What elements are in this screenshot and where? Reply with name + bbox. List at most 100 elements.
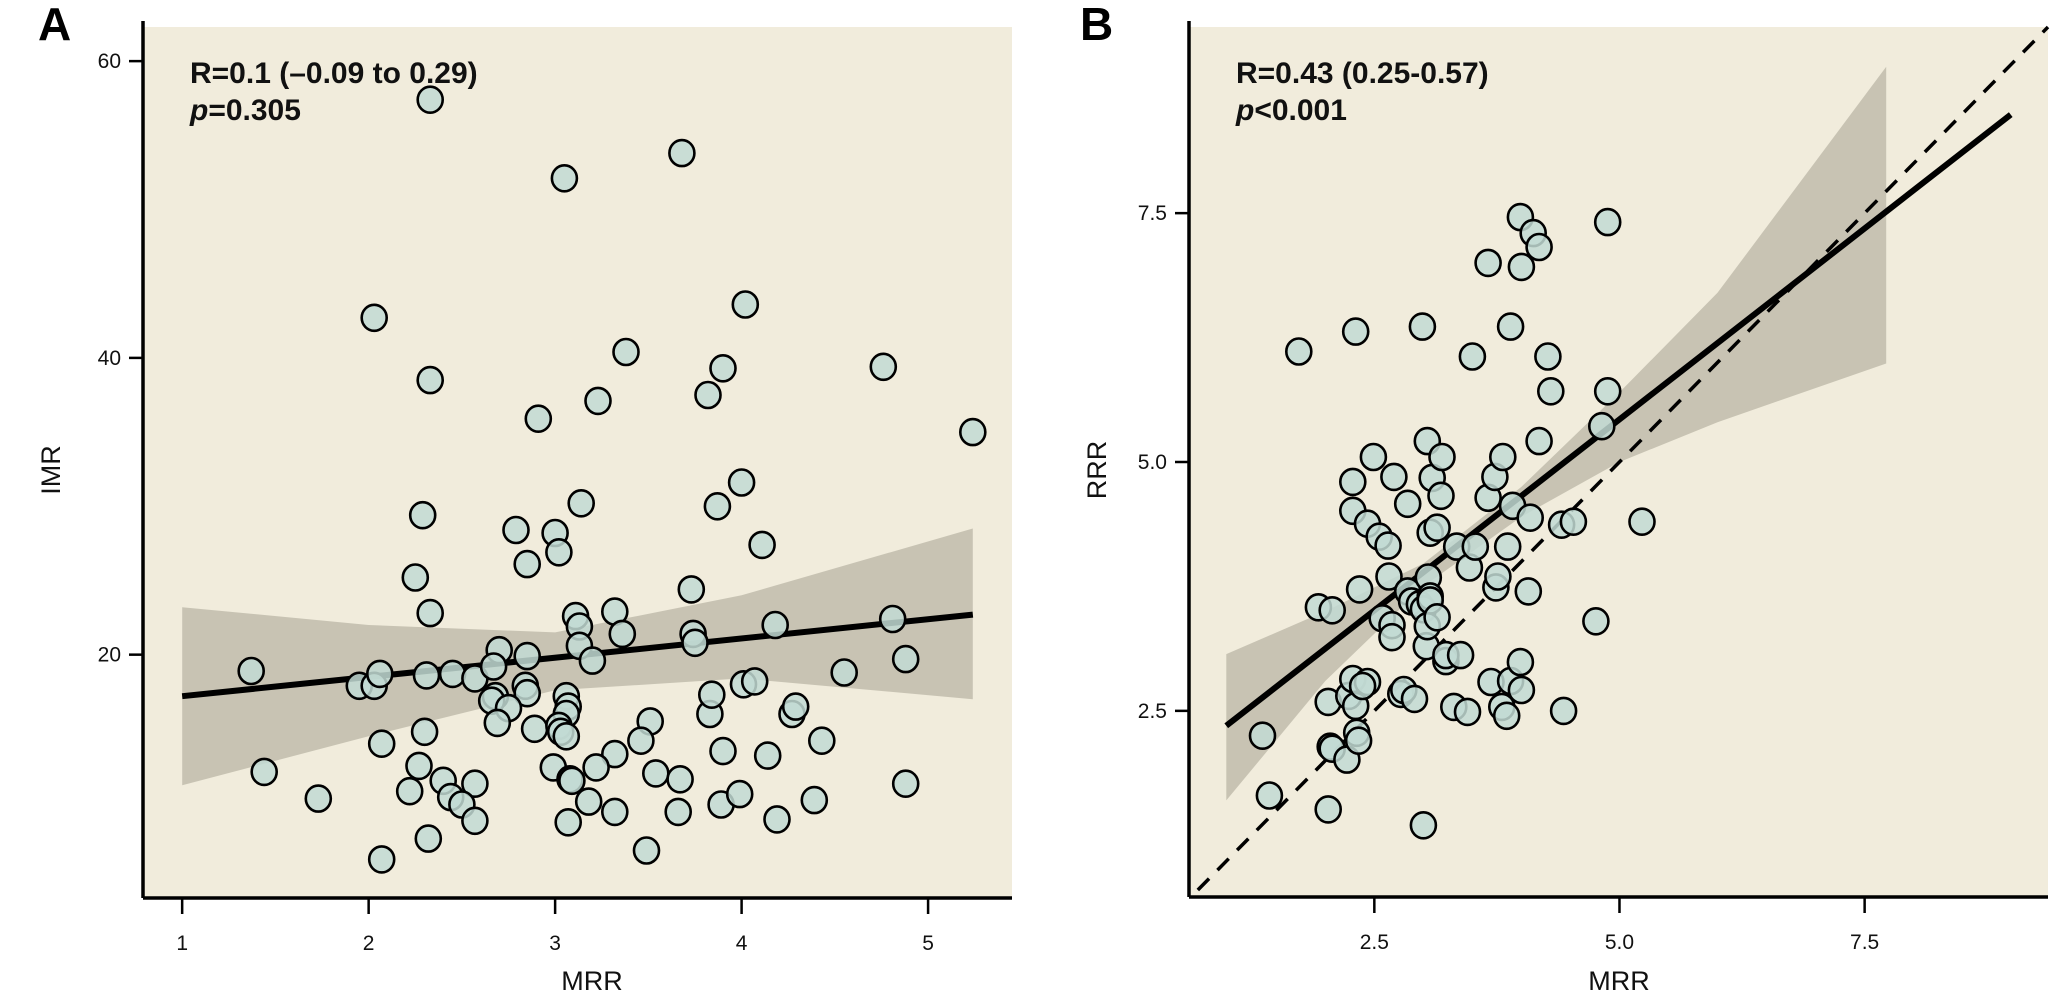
data-point: [414, 824, 443, 853]
data-point: [401, 563, 430, 592]
data-point: [1582, 606, 1610, 636]
data-point: [1380, 462, 1408, 492]
stat-r-a: R=0.1 (–0.09 to 0.29): [190, 57, 478, 90]
panel-a: A 1 2 3 4 5 20 40 60 R=0.1 (–0.09 to 0.29) p=0.…: [36, 0, 1012, 996]
data-point: [748, 530, 776, 560]
p-value-a: =0.305: [208, 94, 301, 127]
stat-r-b: R=0.43 (0.25-0.57): [1236, 57, 1489, 90]
data-point: [1375, 562, 1403, 591]
data-point: [1506, 647, 1535, 677]
x-tick-label: 7.5: [1850, 931, 1879, 954]
data-point: [1461, 532, 1490, 561]
data-point: [416, 365, 445, 395]
data-point: [1423, 602, 1451, 632]
data-point: [703, 491, 732, 521]
ticks-b: 2.5 5.0 7.5 2.5 5.0 7.5: [1138, 202, 1879, 954]
x-tick-label: 3: [549, 932, 561, 955]
data-point: [552, 721, 581, 751]
y-tick-label: 7.5: [1138, 202, 1167, 225]
data-point: [1339, 467, 1367, 497]
data-point: [545, 537, 573, 567]
data-point: [438, 659, 467, 689]
y-tick-label: 5.0: [1138, 451, 1167, 474]
y-tick-label: 40: [98, 347, 121, 370]
data-point: [550, 164, 579, 193]
data-point: [781, 692, 810, 721]
data-point: [709, 736, 737, 766]
data-point: [1359, 442, 1388, 472]
x-axis-title-a: MRR: [561, 966, 623, 996]
data-point: [891, 644, 920, 674]
data-point: [237, 656, 265, 686]
panel-letter-a: A: [38, 0, 71, 50]
data-point: [1400, 684, 1429, 714]
data-point: [520, 714, 549, 744]
data-point: [694, 380, 722, 410]
data-point: [304, 784, 333, 813]
data-point: [483, 708, 512, 738]
data-point: [1534, 342, 1562, 371]
data-point: [1514, 577, 1543, 606]
data-point: [365, 659, 394, 689]
data-point: [681, 628, 709, 658]
data-point: [461, 806, 489, 836]
data-point: [878, 604, 907, 634]
data-point: [1345, 575, 1374, 604]
data-point: [1314, 795, 1342, 824]
data-point: [1453, 697, 1482, 727]
data-point: [524, 404, 553, 434]
data-point: [1428, 442, 1456, 472]
data-point: [1408, 312, 1437, 341]
data-point: [410, 717, 439, 747]
data-point: [1474, 248, 1502, 278]
x-axis-title-b: MRR: [1588, 966, 1650, 996]
data-point: [395, 776, 424, 806]
data-point: [1525, 426, 1553, 456]
data-point: [1255, 781, 1284, 810]
data-point: [1628, 507, 1656, 537]
data-point: [1374, 531, 1402, 560]
data-point: [697, 680, 726, 710]
data-point: [763, 805, 791, 834]
data-point: [666, 764, 694, 794]
data-point: [412, 661, 441, 690]
data-point: [513, 549, 542, 579]
data-point: [958, 417, 987, 447]
data-point: [367, 729, 396, 759]
data-point: [1341, 317, 1370, 346]
data-point: [1525, 232, 1553, 262]
data-point: [1516, 503, 1544, 533]
p-value-b: <0.001: [1254, 94, 1347, 127]
y-tick-label: 2.5: [1138, 700, 1167, 723]
data-point: [600, 739, 629, 769]
data-point: [416, 598, 445, 628]
data-point: [1423, 513, 1451, 543]
data-point: [502, 515, 530, 545]
x-tick-label: 2: [363, 932, 375, 955]
data-point: [1458, 342, 1487, 371]
data-point: [600, 797, 629, 827]
y-tick-label: 20: [98, 644, 121, 667]
data-point: [608, 619, 637, 649]
data-point: [627, 726, 655, 756]
data-point: [740, 667, 769, 696]
data-point: [461, 769, 489, 799]
data-point: [677, 575, 706, 604]
data-point: [1344, 726, 1373, 756]
data-point: [664, 797, 693, 827]
data-point: [753, 741, 782, 770]
regression-line: [1224, 112, 2013, 729]
data-point: [479, 652, 508, 681]
p-symbol-b: p: [1235, 94, 1254, 127]
data-point: [513, 678, 542, 708]
data-point: [1285, 337, 1313, 366]
data-point: [612, 337, 640, 367]
data-point: [1507, 252, 1536, 282]
data-point: [567, 488, 596, 518]
data-point: [1549, 696, 1578, 726]
data-point: [731, 290, 760, 319]
x-tick-label: 1: [176, 932, 188, 955]
ticks-a: 1 2 3 4 5 20 40 60: [98, 50, 934, 955]
data-point: [513, 641, 542, 671]
